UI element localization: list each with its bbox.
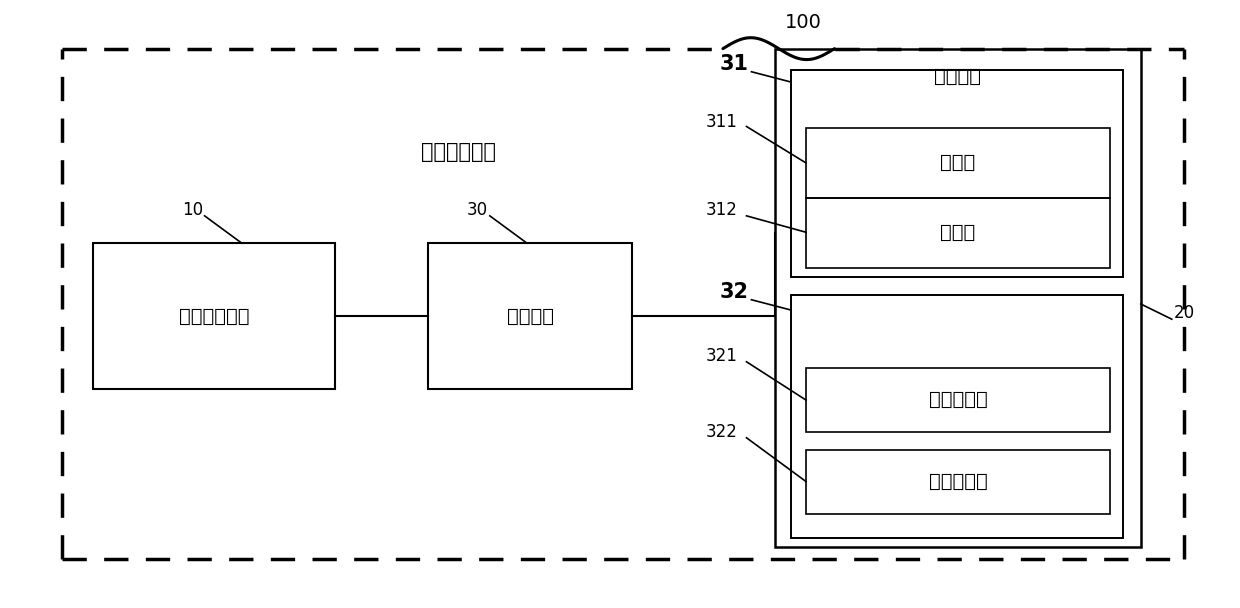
Bar [806,198,1110,268]
Text: 322: 322 [706,423,738,441]
Bar [791,70,1123,277]
Text: 31: 31 [719,54,749,74]
Text: 防滑装置: 防滑装置 [935,66,981,86]
Bar [775,49,1141,547]
Text: 311: 311 [706,112,738,131]
Text: 车辆防滑系统: 车辆防滑系统 [422,142,496,162]
Text: 控制装置: 控制装置 [507,306,553,326]
Bar [806,450,1110,514]
Text: 10: 10 [181,201,203,219]
Bar [806,128,1110,198]
Text: 一级摩擦部: 一级摩擦部 [929,390,987,409]
Text: 321: 321 [706,347,738,365]
Text: 30: 30 [466,201,489,219]
Text: 路面采集装置: 路面采集装置 [179,306,249,326]
Bar [428,243,632,389]
Bar [791,295,1123,538]
Text: 32: 32 [719,282,749,302]
Text: 驱动源: 驱动源 [940,153,976,172]
Bar [93,243,335,389]
Text: 312: 312 [706,201,738,219]
Text: 二级摩擦部: 二级摩擦部 [929,472,987,491]
Bar [806,368,1110,432]
Text: 100: 100 [785,13,822,32]
Text: 伸缩臂: 伸缩臂 [940,223,976,242]
Text: 20: 20 [1173,304,1195,322]
